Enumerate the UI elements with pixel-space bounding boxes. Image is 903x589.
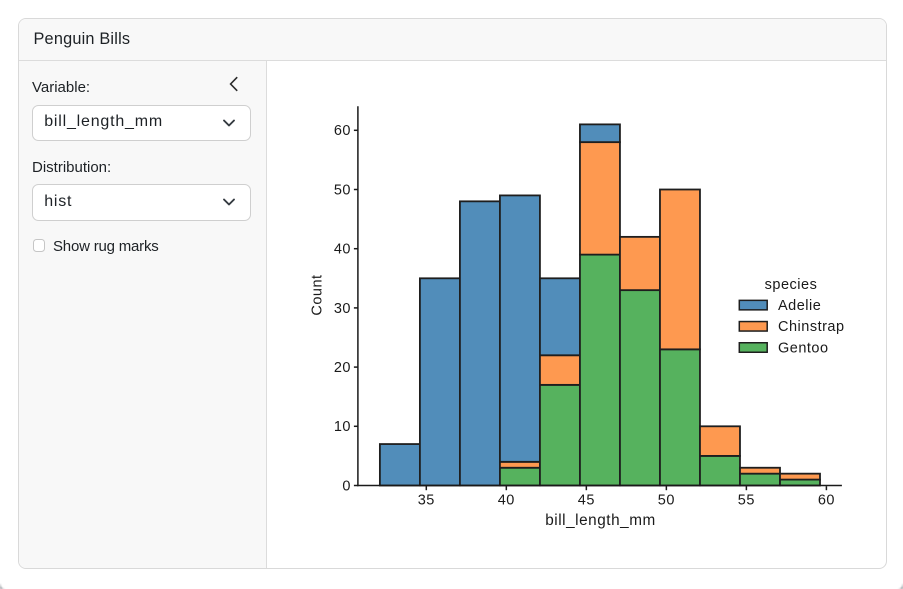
svg-text:40: 40 xyxy=(334,242,351,258)
svg-text:60: 60 xyxy=(818,493,835,509)
svg-text:bill_length_mm: bill_length_mm xyxy=(545,512,656,529)
svg-text:20: 20 xyxy=(334,360,351,376)
svg-text:45: 45 xyxy=(578,493,595,509)
svg-text:Chinstrap: Chinstrap xyxy=(778,319,845,335)
svg-text:0: 0 xyxy=(342,478,351,494)
svg-text:50: 50 xyxy=(658,493,675,509)
svg-text:30: 30 xyxy=(334,301,351,317)
svg-text:50: 50 xyxy=(334,182,351,198)
svg-text:55: 55 xyxy=(738,493,755,509)
svg-text:Count: Count xyxy=(309,274,325,315)
svg-text:species: species xyxy=(765,277,818,293)
svg-text:35: 35 xyxy=(418,493,435,509)
svg-text:10: 10 xyxy=(334,419,351,435)
svg-text:60: 60 xyxy=(334,123,351,139)
svg-text:40: 40 xyxy=(498,493,515,509)
svg-text:Adelie: Adelie xyxy=(778,298,821,314)
svg-text:Gentoo: Gentoo xyxy=(778,340,829,356)
